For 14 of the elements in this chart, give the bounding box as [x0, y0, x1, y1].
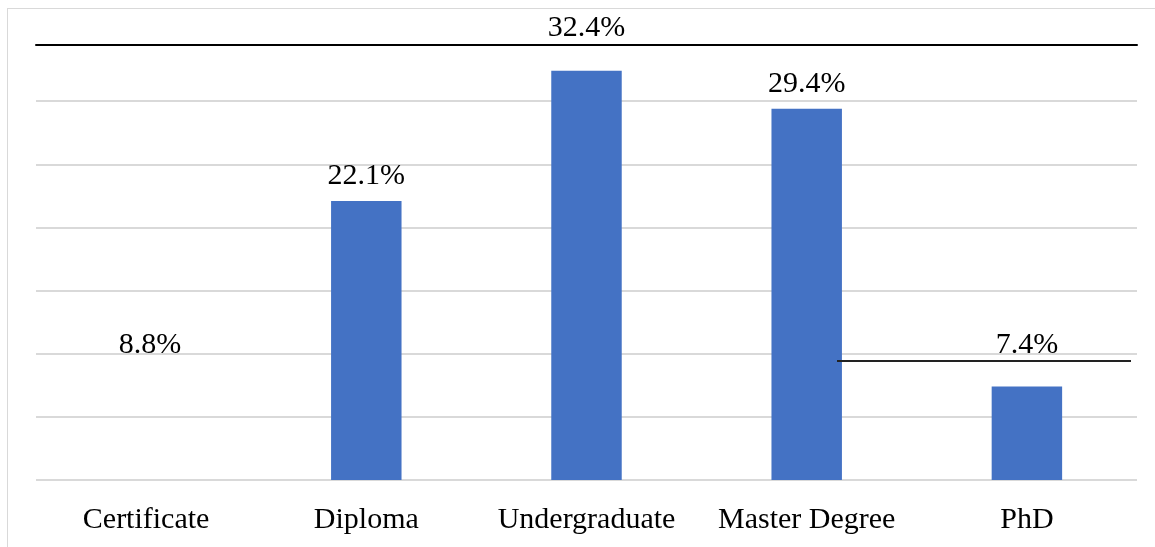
- data-label: 32.4%: [547, 8, 626, 42]
- annotation: 8.8%: [118, 325, 182, 359]
- x-tick-label: PhD: [1000, 500, 1054, 534]
- x-tick-label: Diploma: [313, 500, 419, 534]
- bar: [771, 108, 842, 480]
- data-label: 22.1%: [327, 157, 406, 191]
- x-tick-label: Undergraduate: [497, 500, 676, 534]
- data-label: 29.4%: [767, 65, 846, 99]
- bar: [551, 70, 622, 480]
- data-label: 7.4%: [995, 325, 1059, 359]
- x-tick-label: Certificate: [82, 500, 210, 534]
- bar: [331, 200, 402, 480]
- bar: [991, 386, 1063, 480]
- x-tick-label: Master Degree: [717, 500, 896, 534]
